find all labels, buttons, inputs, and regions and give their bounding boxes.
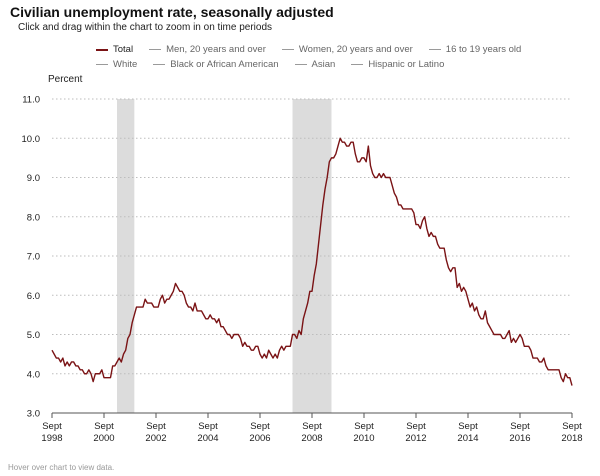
x-tick-label-year: 2018 bbox=[561, 433, 582, 444]
legend-label: Women, 20 years and over bbox=[298, 44, 413, 55]
legend-row: White Black or African American Asian Hispa… bbox=[96, 57, 576, 72]
series-line-total[interactable] bbox=[51, 137, 573, 386]
x-tick-label-month: Sept bbox=[250, 421, 270, 432]
x-tick-label-month: Sept bbox=[42, 421, 62, 432]
legend-swatch-icon bbox=[294, 63, 307, 66]
legend-swatch-icon bbox=[96, 48, 108, 51]
legend-item-white[interactable]: White bbox=[96, 59, 137, 70]
x-tick-label-year: 2002 bbox=[145, 433, 166, 444]
x-axis: Sept1998Sept2000Sept2002Sept2004Sept2006… bbox=[41, 412, 583, 444]
legend-item-asian[interactable]: Asian bbox=[294, 59, 336, 70]
legend-item-total[interactable]: Total bbox=[96, 44, 133, 55]
x-tick-label-month: Sept bbox=[510, 421, 530, 432]
legend-row: Total Men, 20 years and over Women, 20 yea… bbox=[96, 42, 576, 57]
grid-lines bbox=[52, 98, 572, 375]
y-tick-label: 7.0 bbox=[27, 252, 40, 263]
x-tick-label-year: 2008 bbox=[301, 433, 322, 444]
x-tick-label-year: 1998 bbox=[41, 433, 62, 444]
series-group bbox=[51, 137, 573, 386]
legend-item-black-or-african-american[interactable]: Black or African American bbox=[153, 59, 279, 70]
x-tick-label-month: Sept bbox=[302, 421, 322, 432]
x-tick-label-year: 2010 bbox=[353, 433, 374, 444]
x-tick-label-month: Sept bbox=[354, 421, 374, 432]
legend-item-hispanic-or-latino[interactable]: Hispanic or Latino bbox=[351, 59, 444, 70]
y-axis-ticks: 3.0 4.0 5.0 6.0 7.0 8.0 9.0 10.0 11.0 bbox=[22, 95, 41, 420]
x-tick-label-month: Sept bbox=[146, 421, 166, 432]
legend-label: Men, 20 years and over bbox=[166, 44, 266, 55]
legend-label: Asian bbox=[311, 59, 336, 70]
legend-label: Total bbox=[113, 44, 134, 55]
y-tick-label: 11.0 bbox=[22, 95, 40, 106]
legend-swatch-icon bbox=[153, 63, 166, 66]
legend-item-men-20-years-and-over[interactable]: Men, 20 years and over bbox=[149, 44, 266, 55]
page-subtitle: Click and drag within the chart to zoom … bbox=[18, 22, 273, 33]
x-tick-label-year: 2004 bbox=[197, 433, 218, 444]
x-tick-label-year: 2012 bbox=[405, 433, 426, 444]
y-tick-label: 5.0 bbox=[27, 330, 40, 341]
x-tick-label-year: 2006 bbox=[249, 433, 270, 444]
y-tick-label: 9.0 bbox=[27, 173, 40, 184]
y-tick-label: 10.0 bbox=[22, 134, 41, 145]
x-tick-label-month: Sept bbox=[458, 421, 478, 432]
x-tick-label-year: 2014 bbox=[457, 433, 478, 444]
line-chart[interactable]: Percent 3.0 4.0 5.0 6.0 7.0 8.0 9.0 10.0 11.0 Se… bbox=[0, 70, 600, 462]
legend-label: White bbox=[113, 59, 138, 70]
chart-legend: Total Men, 20 years and over Women, 20 yea… bbox=[96, 42, 576, 72]
x-tick-label-month: Sept bbox=[562, 421, 582, 432]
y-tick-label: 4.0 bbox=[27, 369, 40, 380]
legend-swatch-icon bbox=[149, 48, 162, 51]
legend-swatch-icon bbox=[428, 48, 441, 51]
legend-swatch-icon bbox=[96, 63, 108, 66]
page-title: Civilian unemployment rate, seasonally a… bbox=[10, 4, 334, 20]
legend-swatch-icon bbox=[281, 48, 294, 51]
y-tick-label: 3.0 bbox=[27, 409, 40, 420]
y-tick-label: 6.0 bbox=[27, 291, 40, 302]
legend-item-women-20-years-and-over[interactable]: Women, 20 years and over bbox=[281, 44, 413, 55]
x-tick-label-month: Sept bbox=[406, 421, 426, 432]
x-tick-label-month: Sept bbox=[198, 421, 218, 432]
legend-label: Hispanic or Latino bbox=[368, 59, 445, 70]
legend-item-16-to-19-years-old[interactable]: 16 to 19 years old bbox=[428, 44, 522, 55]
x-tick-label-year: 2000 bbox=[93, 433, 114, 444]
recession-band bbox=[117, 99, 135, 413]
x-tick-label-month: Sept bbox=[94, 421, 114, 432]
x-tick-label-year: 2016 bbox=[509, 433, 530, 444]
y-tick-label: 8.0 bbox=[27, 212, 40, 223]
legend-swatch-icon bbox=[351, 63, 364, 66]
hover-hint: Hover over chart to view data. bbox=[8, 463, 115, 472]
y-axis-label: Percent bbox=[48, 74, 83, 85]
legend-label: Black or African American bbox=[170, 59, 279, 70]
legend-label: 16 to 19 years old bbox=[445, 44, 522, 55]
